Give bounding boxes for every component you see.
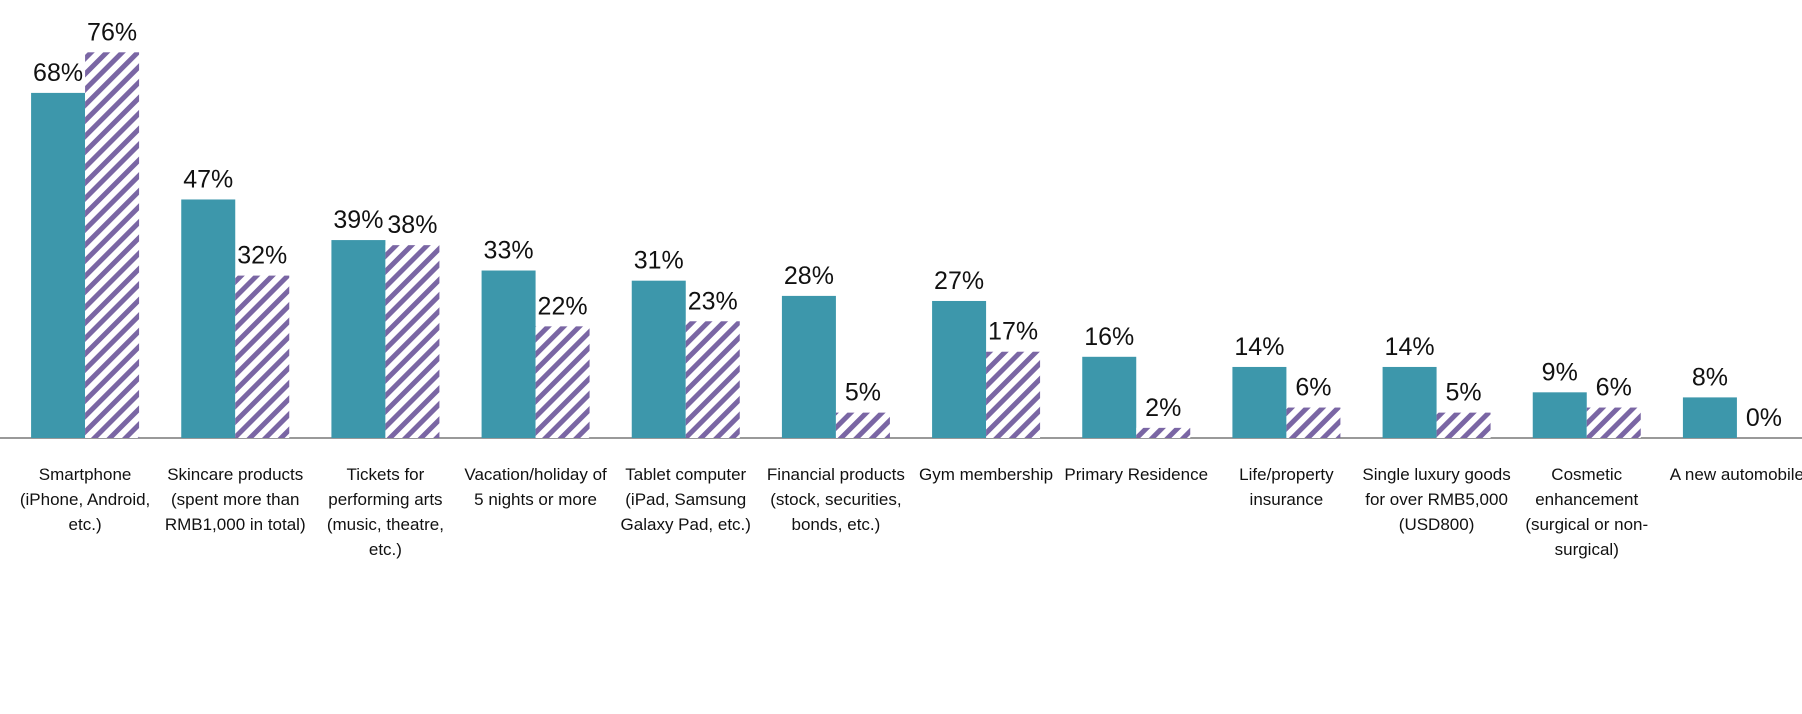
bar (1082, 356, 1137, 438)
value-label: 32% (237, 242, 287, 270)
value-label: 17% (988, 318, 1038, 346)
bar (331, 240, 386, 438)
value-label: 5% (845, 379, 881, 407)
x-tick-label: Vacation/holiday of 5 nights or more (464, 465, 607, 509)
bar (535, 326, 590, 438)
value-label: 27% (934, 267, 984, 295)
bar (385, 245, 440, 438)
bar (1532, 392, 1587, 438)
x-tick-label: Smartphone (iPhone, Android, etc.) (19, 465, 151, 534)
bar (1136, 427, 1191, 438)
x-tick-label: Skincare products (spent more than RMB1,… (164, 465, 306, 534)
bar (932, 300, 987, 438)
bar (85, 52, 140, 439)
bar (1286, 407, 1341, 438)
value-label: 0% (1746, 404, 1782, 432)
value-label: 5% (1446, 379, 1482, 407)
bar (685, 321, 740, 438)
x-tick-label: Cosmetic enhancement (surgical or non-su… (1525, 465, 1649, 559)
value-label: 38% (387, 211, 437, 239)
bar (986, 351, 1041, 438)
bar (235, 275, 290, 438)
value-label: 6% (1596, 374, 1632, 402)
bar (1586, 407, 1641, 438)
x-tick-label: Primary Residence (1064, 465, 1209, 484)
value-label: 9% (1542, 358, 1578, 386)
bar (631, 280, 686, 438)
x-tick-label: Tablet computer (iPad, Samsung Galaxy Pa… (620, 465, 751, 534)
x-tick-label: Tickets for performing arts (music, thea… (326, 465, 444, 559)
value-label: 23% (688, 287, 738, 315)
bar (1232, 366, 1287, 438)
x-tick-label: A new automobile (1669, 465, 1802, 484)
value-label: 2% (1145, 394, 1181, 422)
value-label: 33% (484, 237, 534, 265)
value-label: 28% (784, 262, 834, 290)
x-tick-label: Gym membership (919, 465, 1054, 484)
bar (1682, 397, 1737, 438)
bar (1436, 412, 1491, 438)
bar (181, 199, 236, 438)
bar (781, 295, 836, 438)
bar (1382, 366, 1437, 438)
bar (31, 92, 86, 439)
value-label: 16% (1084, 323, 1134, 351)
value-label: 22% (538, 292, 588, 320)
value-label: 68% (33, 59, 83, 87)
value-label: 76% (87, 18, 137, 46)
bar (835, 412, 890, 438)
value-label: 14% (1234, 333, 1284, 361)
value-label: 31% (634, 247, 684, 275)
value-label: 14% (1385, 333, 1435, 361)
value-label: 6% (1295, 374, 1331, 402)
value-label: 39% (333, 206, 383, 234)
x-tick-label: Single luxury goods for over RMB5,000 (U… (1362, 465, 1511, 534)
x-tick-label: Financial products (stock, securities, b… (766, 465, 905, 534)
x-tick-label: Life/property insurance (1239, 465, 1334, 509)
value-label: 8% (1692, 363, 1728, 391)
bar (481, 270, 536, 438)
value-label: 47% (183, 165, 233, 193)
